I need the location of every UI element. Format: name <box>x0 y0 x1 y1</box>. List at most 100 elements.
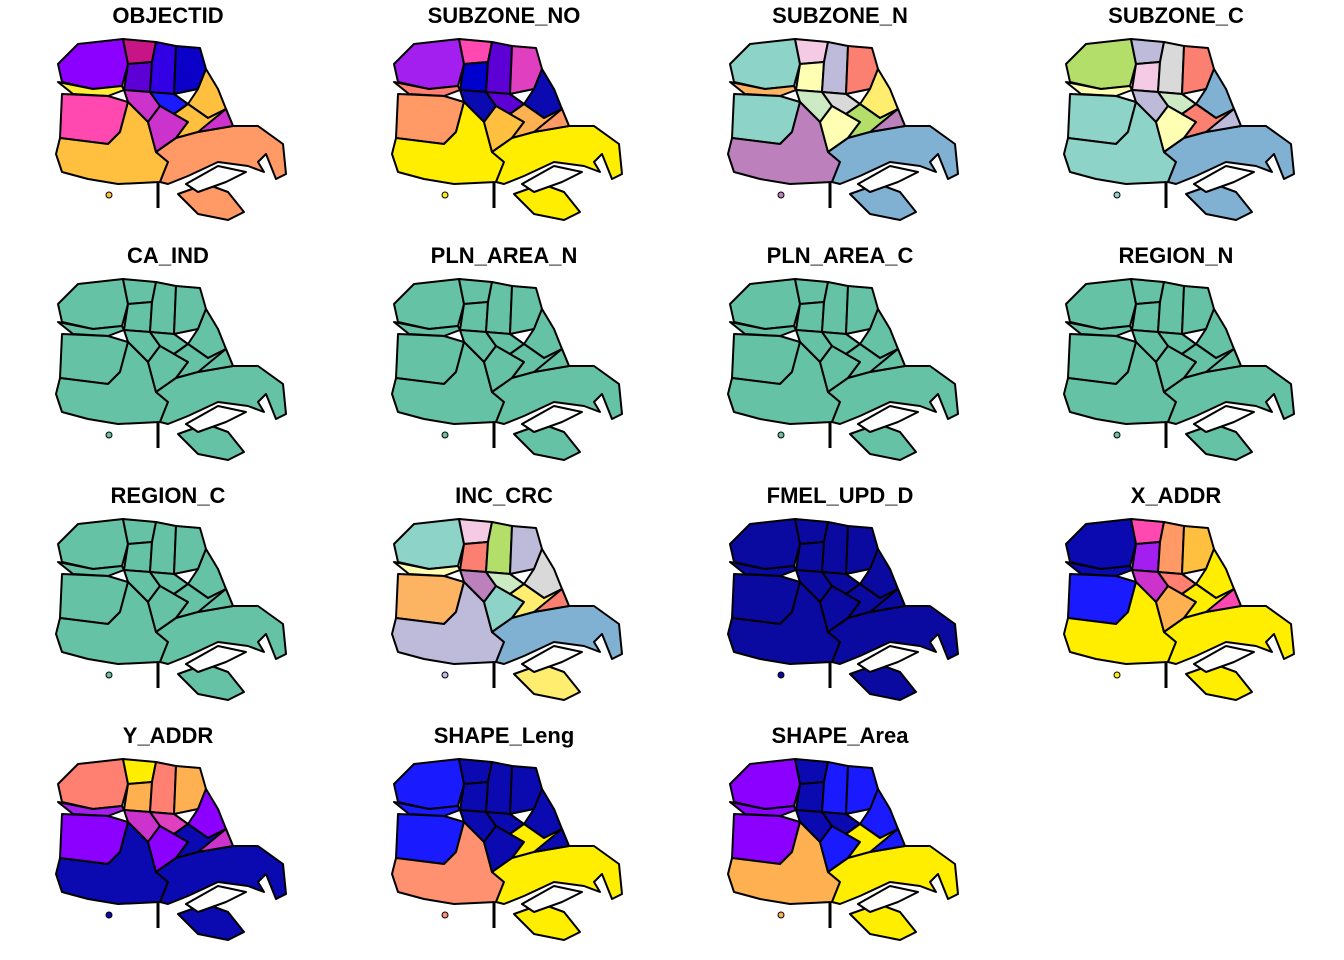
subzone-polygon <box>459 61 489 93</box>
subzone-map <box>1063 38 1295 221</box>
subzone-polygon <box>459 301 489 333</box>
map-panel: REGION_N <box>1048 240 1304 480</box>
subzone-polygon <box>795 301 825 333</box>
subzone-polygon <box>393 38 465 90</box>
subzone-polygon <box>123 301 153 333</box>
subzone-polygon <box>197 348 234 373</box>
subzone-polygon <box>849 663 917 701</box>
panel-title: SHAPE_Leng <box>433 723 575 748</box>
subzone-polygon <box>729 518 801 570</box>
subzone-polygon <box>1130 38 1165 65</box>
map-panel: Y_ADDR <box>40 720 296 960</box>
subzone-polygon <box>729 758 801 810</box>
subzone-polygon <box>122 518 157 545</box>
water-inlet <box>185 165 247 193</box>
panel-title: INC_CRC <box>455 483 553 508</box>
panel-title: PLN_AREA_C <box>766 243 914 268</box>
subzone-polygon <box>149 281 177 335</box>
islet-polygon <box>105 191 113 199</box>
subzone-polygon <box>149 521 177 575</box>
subzone-map <box>391 518 623 701</box>
water-inlet <box>1193 165 1255 193</box>
subzone-polygon <box>533 828 570 853</box>
subzone-polygon <box>533 588 570 613</box>
islet-polygon <box>441 191 449 199</box>
subzone-polygon <box>849 903 917 941</box>
subzone-polygon <box>795 61 825 93</box>
subzone-polygon <box>513 423 581 461</box>
subzone-polygon <box>821 761 849 815</box>
water-inlet <box>185 405 247 433</box>
map-panel: PLN_AREA_N <box>376 240 632 480</box>
subzone-polygon <box>122 278 157 305</box>
subzone-polygon <box>513 903 581 941</box>
subzone-polygon <box>1130 518 1165 545</box>
water-inlet <box>857 885 919 913</box>
subzone-polygon <box>1185 663 1253 701</box>
map-panel: SHAPE_Leng <box>376 720 632 960</box>
subzone-polygon <box>485 281 513 335</box>
subzone-polygon <box>149 41 177 95</box>
map-panel: CA_IND <box>40 240 296 480</box>
subzone-polygon <box>821 521 849 575</box>
subzone-polygon <box>795 541 825 573</box>
water-inlet <box>185 885 247 913</box>
subzone-polygon <box>458 758 493 785</box>
subzone-polygon <box>1205 588 1242 613</box>
subzone-polygon <box>149 761 177 815</box>
subzone-polygon <box>849 423 917 461</box>
islet-polygon <box>1113 671 1121 679</box>
map-panel: SHAPE_Area <box>712 720 968 960</box>
islet-polygon <box>1113 191 1121 199</box>
subzone-polygon <box>513 663 581 701</box>
water-inlet <box>857 165 919 193</box>
islet-polygon <box>1113 431 1121 439</box>
panel-title: CA_IND <box>127 243 209 268</box>
islet-polygon <box>105 431 113 439</box>
map-panel: X_ADDR <box>1048 480 1304 720</box>
subzone-polygon <box>1205 108 1242 133</box>
subzone-map <box>391 278 623 461</box>
subzone-polygon <box>1065 518 1137 570</box>
subzone-map <box>1063 518 1295 701</box>
subzone-polygon <box>1157 521 1185 575</box>
subzone-polygon <box>794 278 829 305</box>
subzone-map <box>55 38 287 221</box>
subzone-polygon <box>393 278 465 330</box>
subzone-map <box>55 518 287 701</box>
water-inlet <box>521 165 583 193</box>
subzone-polygon <box>729 278 801 330</box>
subzone-polygon <box>869 108 906 133</box>
islet-polygon <box>105 671 113 679</box>
panel-title: SUBZONE_N <box>772 3 908 28</box>
subzone-polygon <box>869 828 906 853</box>
subzone-polygon <box>485 761 513 815</box>
subzone-polygon <box>122 758 157 785</box>
subzone-polygon <box>123 781 153 813</box>
subzone-polygon <box>57 38 129 90</box>
subzone-polygon <box>1131 61 1161 93</box>
islet-polygon <box>777 671 785 679</box>
subzone-polygon <box>1157 281 1185 335</box>
panel-title: SUBZONE_C <box>1108 3 1244 28</box>
panel-title: REGION_N <box>1118 243 1234 268</box>
water-inlet <box>521 405 583 433</box>
subzone-polygon <box>458 518 493 545</box>
subzone-map <box>727 38 959 221</box>
map-panel: OBJECTID <box>40 0 296 240</box>
subzone-polygon <box>821 281 849 335</box>
subzone-polygon <box>177 183 245 221</box>
islet-polygon <box>441 431 449 439</box>
subzone-polygon <box>795 781 825 813</box>
subzone-map <box>391 758 623 941</box>
subzone-polygon <box>1131 541 1161 573</box>
subzone-polygon <box>821 41 849 95</box>
water-inlet <box>521 645 583 673</box>
subzone-map <box>55 758 287 941</box>
islet-polygon <box>777 191 785 199</box>
islet-polygon <box>777 431 785 439</box>
subzone-polygon <box>123 61 153 93</box>
map-panel: SUBZONE_N <box>712 0 968 240</box>
water-inlet <box>185 645 247 673</box>
subzone-polygon <box>869 348 906 373</box>
